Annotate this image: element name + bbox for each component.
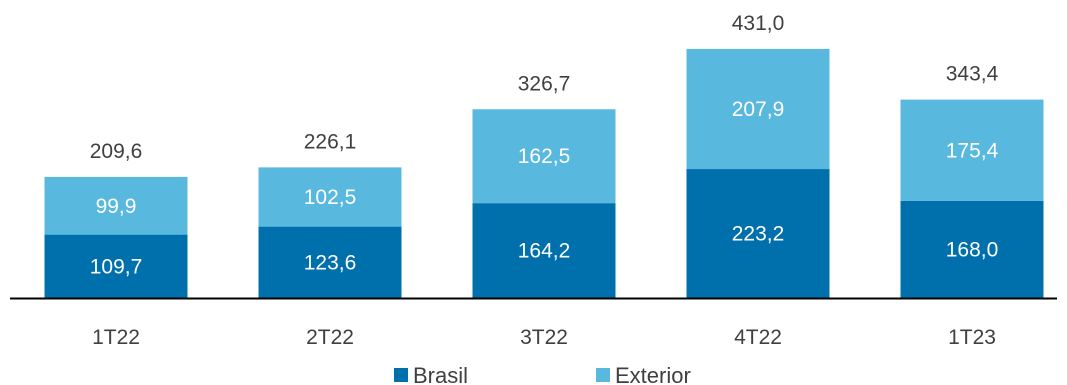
bar-brasil-4t22 xyxy=(686,169,830,298)
bar-exterior-2t22 xyxy=(258,167,402,227)
category-labels-group: 1T22 2T22 3T22 4T22 1T23 xyxy=(92,326,996,349)
bar-exterior-1t23 xyxy=(900,99,1044,201)
category-label-1t22: 1T22 xyxy=(92,326,140,349)
bar-exterior-1t22 xyxy=(44,176,188,235)
legend: Brasil Exterior xyxy=(394,363,691,385)
data-label-brasil-1t22: 109,7 xyxy=(90,255,143,278)
category-label-2t22: 2T22 xyxy=(306,326,354,349)
bar-brasil-3t22 xyxy=(472,203,616,298)
data-label-exterior-3t22: 162,5 xyxy=(518,145,571,168)
data-label-exterior-2t22: 102,5 xyxy=(304,186,357,209)
data-label-brasil-3t22: 164,2 xyxy=(518,240,571,263)
total-labels-group: 209,6 226,1 326,7 431,0 343,4 xyxy=(90,12,999,163)
legend-swatch-exterior xyxy=(596,368,610,382)
bar-brasil-1t22 xyxy=(44,234,188,298)
legend-label-brasil: Brasil xyxy=(413,363,468,385)
data-label-brasil-1t23: 168,0 xyxy=(946,238,999,261)
legend-label-exterior: Exterior xyxy=(615,363,691,385)
category-label-4t22: 4T22 xyxy=(734,326,782,349)
category-label-1t23: 1T23 xyxy=(948,326,996,349)
bar-brasil-2t22 xyxy=(258,226,402,298)
category-label-3t22: 3T22 xyxy=(520,326,568,349)
bar-exterior-3t22 xyxy=(472,109,616,204)
data-label-exterior-4t22: 207,9 xyxy=(732,98,785,121)
legend-swatch-brasil xyxy=(394,368,408,382)
total-label-1t22: 209,6 xyxy=(90,140,143,163)
total-label-3t22: 326,7 xyxy=(518,72,571,95)
data-label-exterior-1t22: 99,9 xyxy=(96,195,137,218)
bar-exterior-4t22 xyxy=(686,48,830,170)
data-label-brasil-2t22: 123,6 xyxy=(304,251,357,274)
data-label-brasil-4t22: 223,2 xyxy=(732,223,785,246)
total-label-4t22: 431,0 xyxy=(732,12,785,35)
data-label-exterior-1t23: 175,4 xyxy=(946,139,999,162)
segment-labels-group: 109,7 99,9 123,6 102,5 164,2 162,5 223,2 207,9 1… xyxy=(90,98,999,278)
bars-group xyxy=(44,48,1044,298)
bar-brasil-1t23 xyxy=(900,200,1044,298)
total-label-1t23: 343,4 xyxy=(946,63,999,86)
total-label-2t22: 226,1 xyxy=(304,130,357,153)
